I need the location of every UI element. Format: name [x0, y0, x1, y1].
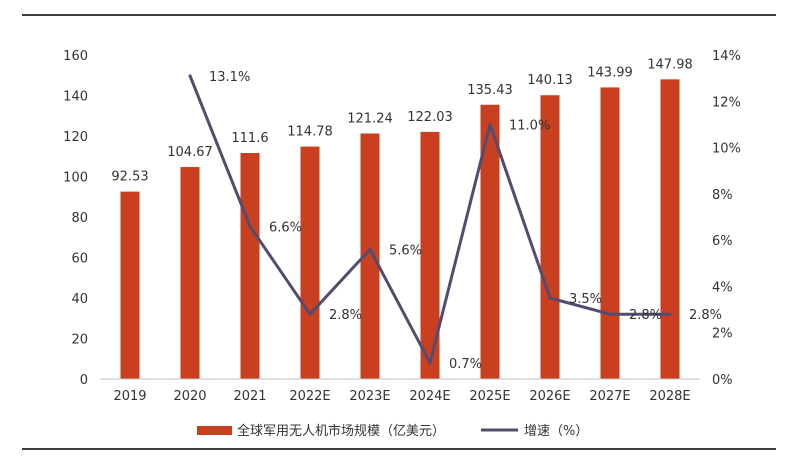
legend: 全球军用无人机市场规模（亿美元） 增速（%）	[197, 423, 588, 439]
left-axis-tick-label: 80	[71, 211, 88, 226]
line-value-label: 0.7%	[449, 357, 482, 372]
bar	[540, 95, 560, 379]
right-y-axis: 0% 2% 4% 6% 8% 10% 12% 14%	[712, 49, 741, 388]
left-y-axis: 0 20 40 60 80 100 120 140 160	[63, 49, 88, 388]
bar-series	[120, 79, 680, 380]
left-axis-tick-label: 60	[71, 252, 88, 267]
line-point	[428, 361, 432, 365]
bar	[120, 191, 140, 379]
line-value-label: 3.5%	[569, 292, 602, 307]
right-axis-tick-label: 14%	[712, 49, 741, 64]
line-value-label: 11.0%	[509, 118, 550, 133]
line-value-label: 6.6%	[269, 220, 302, 235]
line-value-label: 2.8%	[629, 308, 662, 323]
right-axis-tick-label: 10%	[712, 142, 741, 157]
bar-value-label: 114.78	[287, 125, 333, 140]
x-axis-tick-label: 2022E	[289, 389, 330, 404]
x-axis-tick-label: 2020	[173, 389, 206, 404]
line-point	[308, 312, 312, 316]
line-value-label: 2.8%	[689, 308, 722, 323]
bar-value-label: 122.03	[407, 110, 453, 125]
line-point	[488, 122, 492, 126]
left-axis-tick-label: 0	[80, 373, 88, 388]
legend-bar-swatch	[197, 426, 232, 435]
line-point	[608, 312, 612, 316]
right-axis-tick-label: 6%	[712, 234, 733, 249]
x-axis-labels: 2019 2020 2021 2022E 2023E 2024E 2025E 2026E 202…	[113, 389, 690, 404]
x-axis-tick-label: 2024E	[409, 389, 450, 404]
left-axis-tick-label: 40	[71, 292, 88, 307]
line-point	[368, 247, 372, 251]
bar-value-label: 121.24	[347, 111, 393, 126]
line-value-label: 2.8%	[329, 308, 362, 323]
x-axis-tick-label: 2028E	[649, 389, 690, 404]
bar	[240, 153, 260, 379]
x-axis-tick-label: 2023E	[349, 389, 390, 404]
line-value-label: 5.6%	[389, 243, 422, 258]
left-axis-tick-label: 120	[63, 130, 88, 145]
bar	[420, 131, 440, 379]
line-point	[548, 296, 552, 300]
right-axis-tick-label: 8%	[712, 188, 733, 203]
bar	[300, 146, 320, 379]
bar-value-label: 143.99	[587, 65, 633, 80]
bar	[480, 104, 500, 380]
line-point	[668, 312, 672, 316]
x-axis-tick-label: 2019	[113, 389, 146, 404]
line-point	[188, 74, 192, 78]
bar-data-labels: 92.53 104.67 111.6 114.78 121.24 122.03 135.43…	[111, 57, 692, 184]
bar	[600, 87, 620, 379]
left-axis-tick-label: 140	[63, 90, 88, 105]
line-data-labels: 13.1% 6.6% 2.8% 5.6% 0.7% 11.0% 3.5% 2.8% 2.8%	[209, 70, 722, 372]
bar-value-label: 147.98	[647, 57, 693, 72]
line-point	[248, 224, 252, 228]
right-axis-tick-label: 2%	[712, 327, 733, 342]
legend-bar-label: 全球军用无人机市场规模（亿美元）	[237, 423, 445, 439]
bar	[660, 79, 680, 379]
legend-line-label: 增速（%）	[524, 424, 588, 439]
right-axis-tick-label: 0%	[712, 373, 733, 388]
line-value-label: 13.1%	[209, 70, 250, 85]
bar-value-label: 135.43	[467, 83, 513, 98]
x-axis-tick-label: 2026E	[529, 389, 570, 404]
x-axis-tick-label: 2025E	[469, 389, 510, 404]
left-axis-tick-label: 100	[63, 171, 88, 186]
bar-value-label: 140.13	[527, 73, 573, 88]
right-axis-tick-label: 4%	[712, 280, 733, 295]
left-axis-tick-label: 20	[71, 333, 88, 348]
bar-value-label: 92.53	[111, 170, 148, 185]
x-axis-tick-label: 2021	[233, 389, 266, 404]
bar-value-label: 111.6	[231, 131, 268, 146]
x-axis-tick-label: 2027E	[589, 389, 630, 404]
line-series	[188, 74, 672, 365]
bar	[180, 167, 200, 379]
right-axis-tick-label: 12%	[712, 95, 741, 110]
left-axis-tick-label: 160	[63, 49, 88, 64]
bar	[360, 133, 380, 379]
bar-value-label: 104.67	[167, 145, 213, 160]
